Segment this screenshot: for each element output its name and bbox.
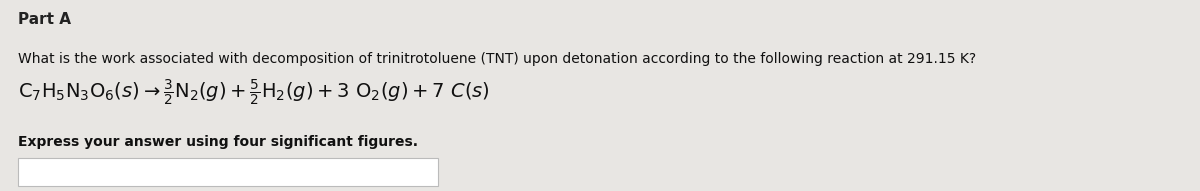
Text: $\mathregular{C_7H_5N_3O_6}(s) \rightarrow \frac{3}{2}\mathregular{N_2}(g) + \fr: $\mathregular{C_7H_5N_3O_6}(s) \rightarr…: [18, 78, 490, 108]
Text: What is the work associated with decomposition of trinitrotoluene (TNT) upon det: What is the work associated with decompo…: [18, 52, 976, 66]
FancyBboxPatch shape: [18, 158, 438, 186]
Text: Express your answer using four significant figures.: Express your answer using four significa…: [18, 135, 418, 149]
Text: Part A: Part A: [18, 12, 71, 27]
